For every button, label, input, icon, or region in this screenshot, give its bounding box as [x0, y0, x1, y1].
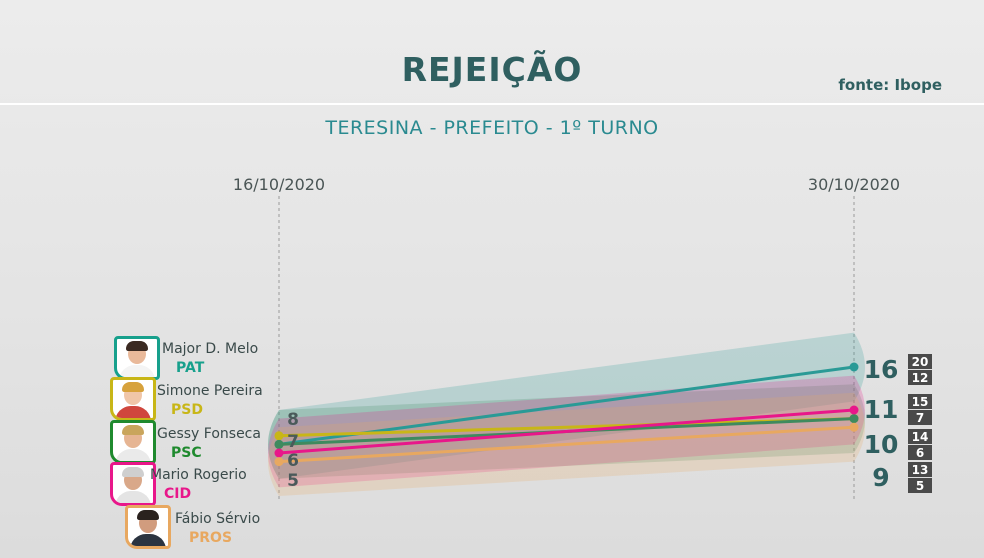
candidate-party: PSC [171, 445, 202, 461]
start-value-label: 8 [287, 410, 299, 430]
header-divider [0, 103, 984, 105]
chart-subtitle: TERESINA - PREFEITO - 1º TURNO [325, 117, 659, 139]
avatar-hair [122, 382, 144, 392]
avatar-torso [115, 406, 151, 418]
margin-max-label: 20 [912, 355, 929, 369]
margin-max-box [908, 394, 932, 409]
end-value-label: 11 [864, 395, 899, 424]
series-line-5 [278, 425, 855, 464]
avatar-torso [119, 365, 155, 377]
candidate-photo [110, 420, 156, 464]
start-value-label: 6 [287, 451, 299, 471]
candidate-party: PSD [171, 402, 203, 418]
series-end-point-5 [849, 422, 859, 432]
avatar-torso [115, 491, 151, 503]
candidate-name: Fábio Sérvio [175, 511, 261, 527]
avatar-torso [130, 534, 166, 546]
candidate-photo [110, 462, 156, 506]
candidate-photo [110, 377, 156, 421]
margin-min-box [908, 445, 932, 460]
margin-min-box [908, 370, 932, 385]
candidate-name: Mario Rogerio [150, 467, 247, 483]
margin-min-box [908, 410, 932, 425]
avatar-hair [137, 510, 159, 520]
start-value-label: 5 [287, 471, 299, 491]
candidate-name: Gessy Fonseca [157, 426, 261, 442]
series-end-point-4 [849, 405, 859, 415]
margin-min-box [908, 478, 932, 493]
avatar-hair [122, 425, 144, 435]
series-line-4 [278, 408, 855, 455]
margin-max-box [908, 429, 932, 444]
series-end-point-1 [849, 362, 859, 372]
end-value-label: 16 [864, 355, 899, 384]
margin-min-label: 7 [916, 411, 924, 425]
avatar-hair [122, 467, 144, 477]
candidate-photo [125, 505, 171, 549]
margin-max-label: 14 [912, 430, 929, 444]
series-start-point-3 [274, 439, 284, 449]
margin-max-label: 13 [912, 463, 929, 477]
series-start-point-2 [274, 431, 284, 441]
candidate-party: CID [164, 486, 192, 502]
candidate-photo [114, 336, 160, 380]
margin-min-label: 5 [916, 479, 924, 493]
candidate-party: PROS [189, 530, 233, 546]
margin-max-box [908, 354, 932, 369]
avatar-hair [126, 341, 148, 351]
margin-min-label: 12 [912, 371, 929, 385]
source-label: fonte: Ibope [838, 76, 942, 94]
candidate-party: PAT [176, 360, 205, 376]
margin-max-label: 15 [912, 395, 929, 409]
avatar-torso [115, 449, 151, 461]
chart-title: REJEIÇÃO [401, 50, 583, 89]
margin-max-box [908, 462, 932, 477]
date-label-2: 30/10/2020 [808, 175, 900, 194]
candidate-name: Simone Pereira [157, 383, 263, 399]
start-value-label: 7 [287, 432, 299, 452]
date-label-1: 16/10/2020 [233, 175, 325, 194]
candidate-name: Major D. Melo [162, 341, 259, 357]
series-end-point-3 [849, 414, 859, 424]
end-value-label: 10 [864, 430, 899, 459]
margin-min-label: 6 [916, 446, 924, 460]
series-start-point-4 [274, 448, 284, 458]
series-start-point-5 [274, 457, 284, 467]
end-value-label: 9 [872, 463, 889, 492]
